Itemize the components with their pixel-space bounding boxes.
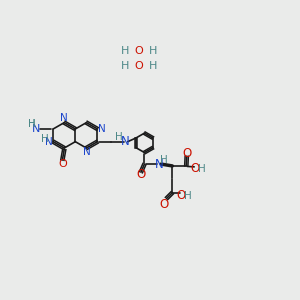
Text: O: O [159,198,169,211]
Text: N: N [45,137,53,147]
Text: O: O [134,46,143,56]
Text: O: O [190,162,200,175]
Text: N: N [98,124,106,134]
Text: O: O [176,188,186,202]
Text: H: H [28,119,35,129]
Text: H: H [41,134,49,144]
Text: H: H [160,155,168,165]
Text: H: H [28,119,35,129]
Text: N: N [121,135,130,148]
Text: O: O [136,168,146,182]
Text: H: H [121,46,129,56]
Text: O: O [58,159,67,169]
Text: H: H [121,61,129,71]
Text: O: O [134,61,143,71]
Text: H: H [115,132,122,142]
Text: H: H [148,46,157,56]
Text: N: N [32,124,40,134]
Text: O: O [182,146,191,160]
Text: H: H [184,191,191,201]
Text: N: N [82,147,90,157]
Text: N: N [154,158,163,171]
Text: H: H [198,164,206,174]
Text: N: N [60,113,68,124]
Text: H: H [148,61,157,71]
